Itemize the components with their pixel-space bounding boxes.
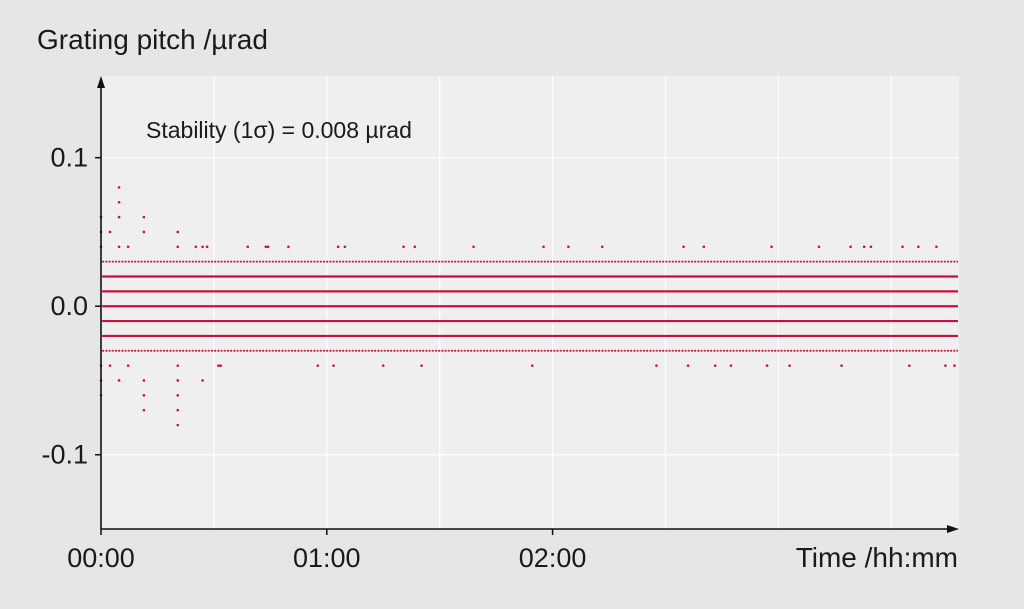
y-tick-label: -0.1 xyxy=(41,440,88,470)
data-point xyxy=(117,245,121,249)
data-point xyxy=(142,394,146,397)
data-point xyxy=(901,245,904,249)
data-point xyxy=(246,245,250,249)
data-point xyxy=(194,245,198,249)
data-point xyxy=(542,245,545,249)
data-point xyxy=(126,245,130,249)
data-point xyxy=(849,245,852,249)
data-point xyxy=(217,364,220,367)
data-point xyxy=(729,364,733,367)
data-point xyxy=(655,364,658,367)
y-axis-arrow xyxy=(97,76,105,88)
x-tick-label: 01:00 xyxy=(293,543,361,573)
data-point xyxy=(142,408,146,412)
data-point xyxy=(201,379,204,382)
data-point xyxy=(908,364,911,367)
data-point xyxy=(219,364,222,367)
data-point xyxy=(176,379,180,382)
data-point xyxy=(117,200,121,204)
data-point xyxy=(817,245,821,249)
data-point xyxy=(287,245,290,249)
data-point xyxy=(765,364,769,367)
data-point xyxy=(336,245,340,249)
data-point xyxy=(381,364,385,367)
data-point xyxy=(108,364,112,367)
stability-annotation: Stability (1σ) = 0.008 µrad xyxy=(146,117,412,143)
data-point xyxy=(944,364,947,367)
data-marks xyxy=(99,186,958,427)
data-point xyxy=(862,245,866,249)
data-point xyxy=(917,245,920,249)
data-point xyxy=(176,364,180,367)
data-point xyxy=(472,245,475,249)
data-point xyxy=(935,245,938,249)
data-point xyxy=(316,364,320,367)
data-point xyxy=(686,364,690,367)
data-point xyxy=(117,215,121,219)
data-point xyxy=(600,245,604,249)
data-point xyxy=(702,245,706,249)
data-point xyxy=(176,394,180,397)
data-point xyxy=(530,364,534,367)
data-point xyxy=(108,230,112,234)
data-point xyxy=(682,245,685,249)
x-axis-arrow xyxy=(947,525,959,533)
data-point xyxy=(332,364,335,367)
data-point xyxy=(840,364,843,367)
data-point xyxy=(205,245,209,249)
data-point xyxy=(117,186,121,189)
data-point xyxy=(201,245,204,249)
plot-background xyxy=(101,76,959,529)
data-point xyxy=(142,379,146,382)
data-point xyxy=(117,379,121,382)
data-point xyxy=(176,230,180,234)
y-axis-title: Grating pitch /µrad xyxy=(37,24,268,55)
data-point xyxy=(420,364,423,367)
data-point xyxy=(266,245,270,249)
data-point xyxy=(788,364,791,367)
data-point xyxy=(264,245,268,249)
data-point xyxy=(713,364,717,367)
y-tick-label: 0.0 xyxy=(50,291,88,321)
x-tick-label: 00:00 xyxy=(67,543,135,573)
x-tick-label: 02:00 xyxy=(519,543,587,573)
axes: 0.1 0.0 -0.1 00:00 01:00 02:00 xyxy=(41,76,959,573)
x-axis-title: Time /hh:mm xyxy=(796,542,958,573)
data-point xyxy=(869,245,873,249)
data-point xyxy=(567,245,570,249)
data-point xyxy=(176,423,180,427)
data-point xyxy=(142,230,146,234)
data-point xyxy=(176,408,180,412)
data-point xyxy=(402,245,405,249)
data-point xyxy=(176,245,180,249)
data-point xyxy=(343,245,347,249)
y-tick-label: 0.1 xyxy=(50,143,88,173)
data-point xyxy=(142,215,146,219)
data-point xyxy=(413,245,417,249)
data-point xyxy=(770,245,773,249)
data-point xyxy=(126,364,130,367)
data-point xyxy=(953,364,956,367)
